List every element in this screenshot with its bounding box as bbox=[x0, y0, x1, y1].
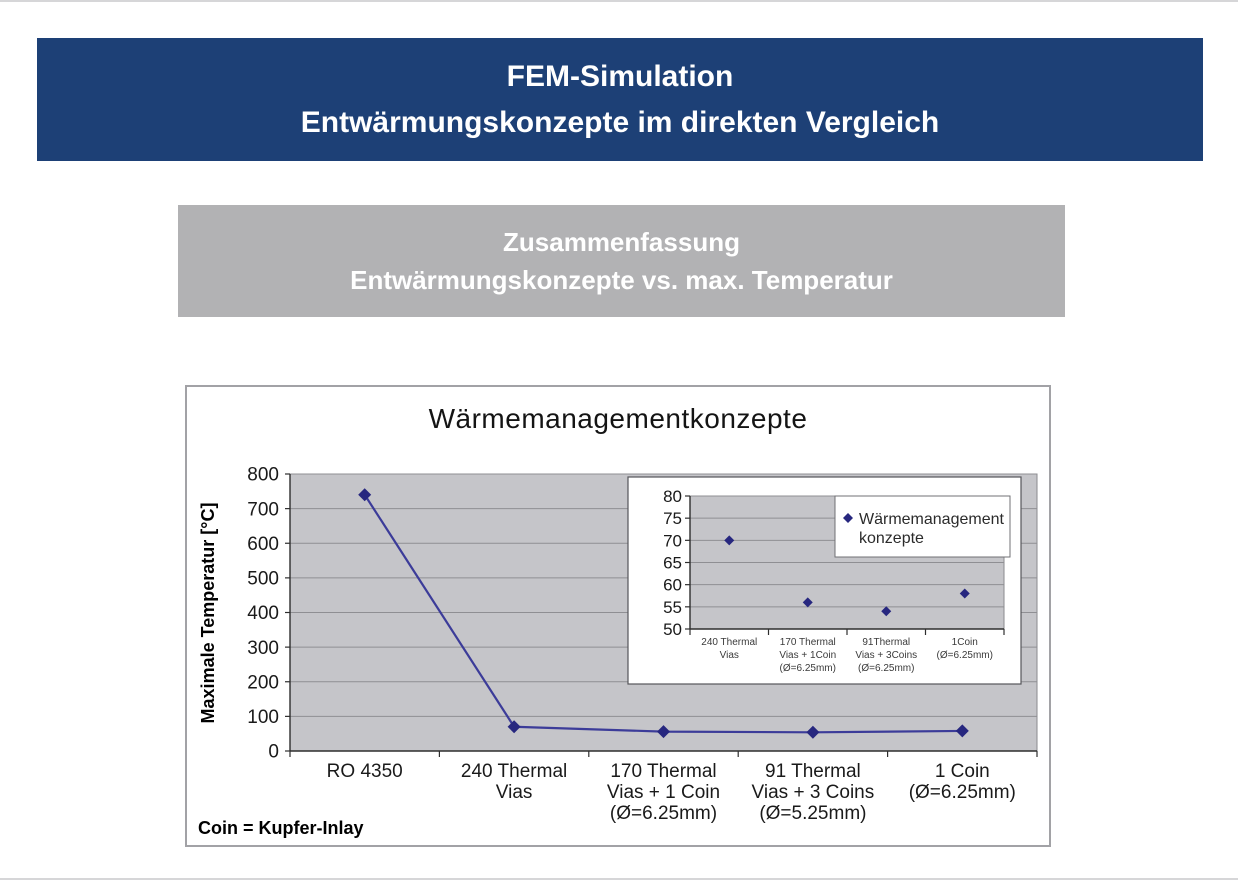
svg-text:300: 300 bbox=[247, 638, 279, 659]
svg-text:200: 200 bbox=[247, 672, 279, 693]
svg-text:700: 700 bbox=[247, 499, 279, 520]
svg-text:100: 100 bbox=[247, 707, 279, 728]
svg-text:(Ø=5.25mm): (Ø=5.25mm) bbox=[759, 803, 866, 824]
svg-text:80: 80 bbox=[663, 487, 682, 506]
summary-banner: Zusammenfassung Entwärmungskonzepte vs. … bbox=[178, 205, 1065, 317]
svg-text:60: 60 bbox=[663, 576, 682, 595]
svg-text:240 Thermal: 240 Thermal bbox=[701, 637, 757, 648]
svg-text:170 Thermal: 170 Thermal bbox=[610, 761, 716, 782]
svg-text:(Ø=6.25mm): (Ø=6.25mm) bbox=[858, 663, 914, 674]
svg-text:500: 500 bbox=[247, 569, 279, 590]
svg-text:RO 4350: RO 4350 bbox=[327, 761, 403, 782]
svg-text:(Ø=6.25mm): (Ø=6.25mm) bbox=[780, 663, 836, 674]
svg-text:91 Thermal: 91 Thermal bbox=[765, 761, 861, 782]
svg-text:(Ø=6.25mm): (Ø=6.25mm) bbox=[937, 650, 993, 661]
title-line-2: Entwärmungskonzepte im direkten Vergleic… bbox=[300, 105, 940, 139]
chart-panel: 0 100 200 300 400 500 600 700 800 RO 4350 240 Ther… bbox=[185, 385, 1051, 847]
svg-text:Vias + 1Coin: Vias + 1Coin bbox=[779, 650, 836, 661]
svg-text:65: 65 bbox=[663, 553, 682, 572]
svg-text:konzepte: konzepte bbox=[859, 530, 924, 547]
summary-line-2: Entwärmungskonzepte vs. max. Temperatur bbox=[350, 265, 893, 295]
svg-text:Vias: Vias bbox=[496, 782, 533, 803]
svg-text:Wärmemanagement: Wärmemanagement bbox=[859, 511, 1005, 528]
svg-text:75: 75 bbox=[663, 509, 682, 528]
svg-text:240 Thermal: 240 Thermal bbox=[461, 761, 567, 782]
svg-text:(Ø=6.25mm): (Ø=6.25mm) bbox=[909, 782, 1016, 803]
svg-text:1 Coin: 1 Coin bbox=[935, 761, 990, 782]
svg-text:Vias + 1 Coin: Vias + 1 Coin bbox=[607, 782, 720, 803]
svg-text:Vias: Vias bbox=[720, 650, 739, 661]
svg-text:Maximale Temperatur [°C]: Maximale Temperatur [°C] bbox=[198, 503, 218, 724]
svg-text:70: 70 bbox=[663, 531, 682, 550]
svg-text:400: 400 bbox=[247, 603, 279, 624]
svg-text:50: 50 bbox=[663, 620, 682, 639]
title-banner: FEM-Simulation Entwärmungskonzepte im di… bbox=[37, 38, 1203, 161]
temperature-line-chart: 0 100 200 300 400 500 600 700 800 RO 4350 240 Ther… bbox=[198, 465, 1038, 824]
svg-text:Vias + 3Coins: Vias + 3Coins bbox=[855, 650, 917, 661]
svg-text:800: 800 bbox=[247, 465, 279, 486]
svg-text:1Coin: 1Coin bbox=[952, 637, 978, 648]
svg-text:(Ø=6.25mm): (Ø=6.25mm) bbox=[610, 803, 717, 824]
title-line-1: FEM-Simulation bbox=[506, 59, 734, 93]
svg-text:Vias + 3 Coins: Vias + 3 Coins bbox=[752, 782, 875, 803]
chart-title: Wärmemanagementkonzepte bbox=[428, 403, 808, 434]
chart-footnote: Coin = Kupfer-Inlay bbox=[198, 818, 364, 838]
svg-text:600: 600 bbox=[247, 534, 279, 555]
svg-text:91Thermal: 91Thermal bbox=[862, 637, 910, 648]
svg-text:0: 0 bbox=[268, 742, 279, 763]
summary-line-1: Zusammenfassung bbox=[503, 227, 740, 257]
svg-text:55: 55 bbox=[663, 598, 682, 617]
svg-text:170 Thermal: 170 Thermal bbox=[780, 637, 836, 648]
